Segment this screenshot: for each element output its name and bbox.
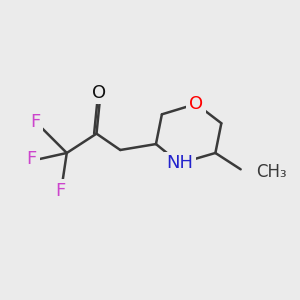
Text: F: F [30, 113, 40, 131]
Text: CH₃: CH₃ [256, 163, 287, 181]
Text: F: F [56, 182, 66, 200]
Text: F: F [27, 150, 37, 168]
Text: O: O [92, 84, 106, 102]
Text: NH: NH [166, 154, 193, 172]
Text: O: O [189, 95, 203, 113]
